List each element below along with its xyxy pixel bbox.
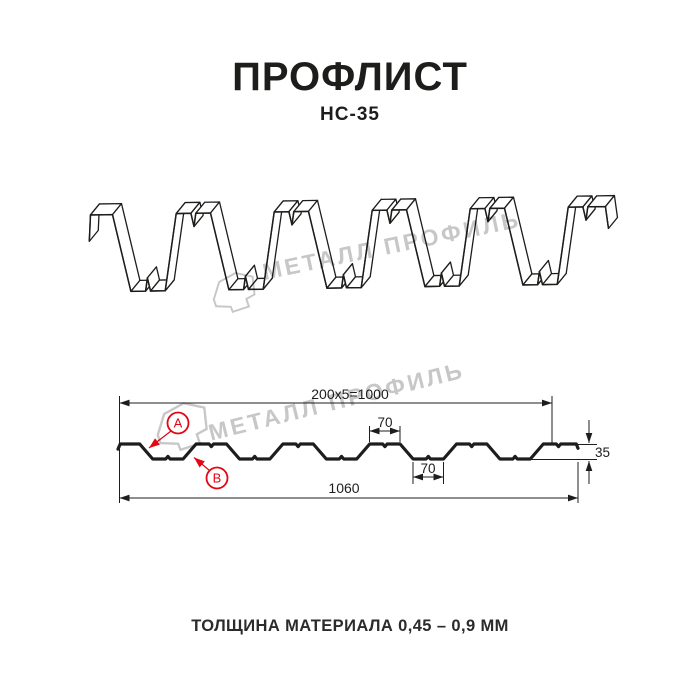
sheet-face: [209, 201, 239, 291]
dim-total-label: 1060: [328, 480, 359, 496]
profile-model-label: НС-35: [320, 104, 380, 125]
callout-b-label: В: [213, 471, 222, 486]
dim-height-label: 35: [595, 445, 610, 460]
dim-pitch-label: 200x5=1000: [311, 386, 389, 402]
sheet-face: [405, 198, 435, 288]
dim-crest-label: 70: [377, 415, 392, 430]
sheet-face: [111, 202, 141, 293]
profile-3d-view: [88, 194, 619, 293]
profile-cross-section: 200x5=1000 70 70 1060 35: [116, 386, 610, 503]
dim-valley-label: 70: [420, 461, 435, 476]
material-thickness-note: ТОЛЩИНА МАТЕРИАЛА 0,45 – 0,9 ММ: [191, 617, 509, 635]
profile-3d-sheet: [88, 194, 619, 293]
sheet-front-edge: [88, 205, 610, 293]
callout-b-circle: [205, 466, 229, 490]
profile-outline: [116, 442, 580, 461]
sheet-face: [307, 199, 337, 289]
callout-a-label: А: [174, 416, 183, 431]
sheet-face: [503, 196, 533, 286]
page-title: ПРОФЛИСТ: [232, 55, 468, 99]
dimension-lines: 200x5=1000 70 70 1060 35: [119, 386, 610, 503]
callouts: А В: [148, 411, 229, 490]
